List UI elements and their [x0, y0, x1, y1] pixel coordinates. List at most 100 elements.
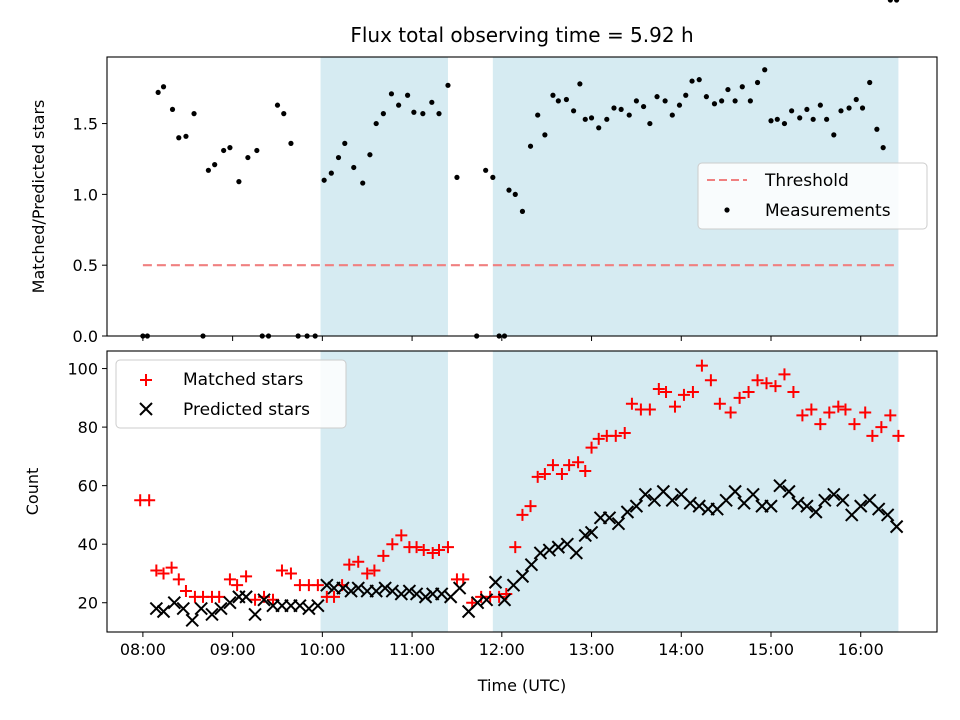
matched-point: [172, 573, 185, 586]
measurement-point: [824, 116, 830, 122]
measurement-point: [768, 118, 774, 124]
matched-point: [625, 397, 638, 410]
matched-point: [284, 567, 297, 580]
predicted-point: [434, 587, 449, 601]
matched-point: [493, 590, 506, 603]
measurement-point: [831, 132, 837, 138]
predicted-point: [551, 540, 566, 554]
threshold-legend-label: Threshold: [764, 171, 849, 191]
y-tick-label: 100: [67, 360, 98, 379]
matched-point: [143, 494, 156, 507]
matched-point: [805, 403, 818, 416]
measurement-point: [169, 106, 176, 113]
matched-point: [377, 549, 390, 562]
predicted-point: [871, 502, 886, 516]
matched-point: [157, 567, 170, 580]
measurement-point: [404, 92, 411, 98]
measurement-point: [535, 112, 541, 118]
measurement-point: [774, 116, 780, 122]
predicted-point: [257, 593, 271, 607]
predicted-point: [764, 499, 778, 513]
measurement-point: [747, 98, 753, 104]
measurement-point: [506, 187, 512, 193]
measurement-point: [754, 79, 761, 86]
y-tick-label: 80: [78, 418, 98, 437]
predicted-point: [320, 578, 334, 592]
predicted-point: [488, 575, 503, 589]
matched-point: [778, 368, 791, 381]
matched-point: [660, 385, 673, 398]
predicted-point: [569, 546, 583, 560]
matched-point: [592, 432, 605, 445]
measurement-point: [577, 81, 583, 87]
matched-point: [643, 403, 656, 416]
matched-point: [343, 558, 356, 571]
measurement-point: [288, 140, 294, 146]
predicted-point: [620, 505, 635, 519]
measurement-point: [550, 92, 556, 98]
predicted-point: [746, 487, 760, 502]
matched-point: [704, 374, 717, 387]
matched-point: [531, 470, 544, 483]
matched-point: [572, 456, 585, 469]
predicted-point: [344, 584, 358, 598]
predicted-point: [818, 493, 832, 507]
predicted-point: [409, 587, 424, 601]
measurement-point: [887, 0, 893, 3]
matched-point: [787, 385, 800, 398]
matched-point: [150, 564, 163, 577]
predicted-point: [452, 581, 467, 595]
measurement-point: [762, 67, 768, 73]
measurement-point: [411, 109, 417, 115]
predicted-point: [515, 569, 530, 584]
matched-point: [386, 538, 399, 551]
predicted-point: [889, 519, 904, 534]
measurement-point: [183, 133, 189, 139]
measurement-point: [703, 94, 709, 100]
measurement-point: [490, 174, 496, 180]
measurement-point: [732, 98, 738, 104]
measurement-point: [227, 145, 233, 151]
predicted-point: [524, 557, 539, 572]
measurement-point: [853, 96, 859, 103]
measurement-point: [874, 126, 880, 132]
predicted-point: [497, 593, 512, 607]
matched-point: [585, 441, 598, 454]
measurement-point: [696, 77, 702, 83]
matched-point: [848, 418, 861, 431]
matched-point: [760, 377, 773, 390]
matched-point: [395, 529, 408, 542]
predicted-point: [773, 478, 787, 493]
matched-point: [618, 426, 631, 439]
matched-point: [875, 421, 888, 434]
x-tick-label: 15:00: [748, 640, 794, 659]
predicted-point: [728, 484, 742, 499]
matched-point: [240, 570, 253, 583]
predicted-point: [239, 590, 253, 604]
measurement-point: [683, 92, 689, 98]
predicted-point: [385, 584, 400, 598]
matched-point: [686, 385, 699, 398]
measurements-legend-marker: [724, 207, 730, 213]
predicted-point: [791, 496, 805, 510]
matched-point: [249, 593, 262, 606]
y-tick-label: 1.0: [73, 185, 98, 204]
predicted-point: [176, 601, 190, 616]
predicted-point: [336, 581, 350, 595]
measurement-point: [817, 102, 823, 108]
matched-point: [563, 459, 576, 472]
matched-point: [368, 564, 381, 577]
measurement-point: [396, 102, 402, 108]
measurement-point: [719, 98, 725, 104]
matched-point: [213, 590, 226, 603]
predicted-point: [351, 581, 365, 595]
measurement-point: [669, 112, 675, 118]
x-tick-label: 14:00: [658, 640, 704, 659]
measurement-point: [739, 84, 745, 90]
measurement-point: [274, 102, 281, 108]
predicted-point: [827, 487, 841, 502]
matched-point: [417, 544, 430, 557]
matched-point: [769, 380, 782, 393]
predicted-point: [692, 499, 706, 513]
y-tick-label: 0.0: [73, 327, 98, 346]
